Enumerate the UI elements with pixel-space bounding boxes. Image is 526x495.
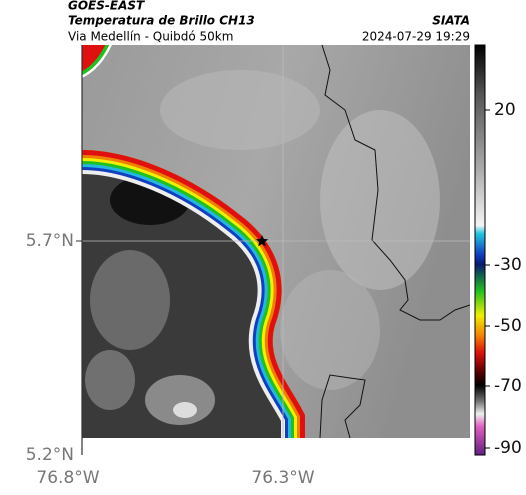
colorbar-label: -70 xyxy=(494,376,522,396)
colorbar-label: 20 xyxy=(494,100,516,120)
lon-label: 76.3°W xyxy=(251,468,314,488)
lon-label: 76.8°W xyxy=(36,468,99,488)
title: GOES-EAST xyxy=(68,0,145,13)
location-marker xyxy=(255,235,269,247)
datetime: 2024-07-29 19:29 xyxy=(362,30,470,44)
colorbar xyxy=(474,44,486,456)
route: Via Medellín - Quibdó 50km xyxy=(68,30,233,44)
colorbar-label: -30 xyxy=(494,255,522,275)
satellite-image xyxy=(82,45,470,438)
subtitle: Temperatura de Brillo CH13 xyxy=(68,14,255,28)
colorbar-label: -90 xyxy=(494,438,522,458)
colorbar-label: -50 xyxy=(494,316,522,336)
source: SIATA xyxy=(432,14,470,28)
lat-label: 5.7°N xyxy=(26,231,74,251)
lat-label: 5.2°N xyxy=(26,445,74,465)
colorbar-ticks xyxy=(485,109,490,449)
